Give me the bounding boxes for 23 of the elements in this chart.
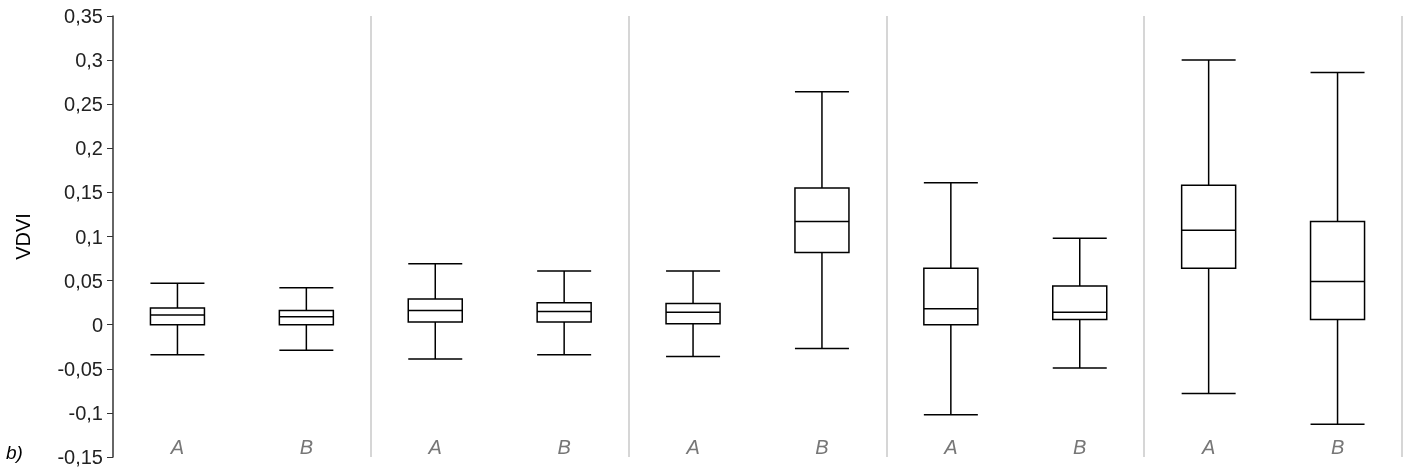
y-tick-label: 0 [91,313,103,336]
x-tick-label: B [557,436,571,458]
y-tick-label: 0,05 [64,269,103,292]
y-tick-label: -0,05 [57,357,103,380]
x-tick-label: A [427,436,442,458]
x-tick-label: B [299,436,314,458]
x-tick-label: A [1200,436,1216,458]
y-tick-label: 0,25 [64,93,103,116]
y-axis-title: VDVI [12,213,34,260]
x-tick-label: B [1073,436,1087,458]
y-tick-label: 0,35 [64,5,103,27]
y-tick-label: 0,3 [75,49,103,72]
x-tick-label: A [169,436,185,458]
y-tick-label: 0,1 [75,225,103,248]
y-tick-label: -0,15 [57,446,103,468]
y-tick-label: -0,1 [68,401,103,424]
x-tick-label: B [815,436,829,458]
x-tick-label: B [1330,436,1345,458]
x-tick-label: A [685,436,700,458]
text: b) [6,442,23,463]
y-tick-label: 0,15 [64,181,103,204]
y-tick-label: 0,2 [75,137,103,160]
x-tick-label: A [943,436,958,458]
